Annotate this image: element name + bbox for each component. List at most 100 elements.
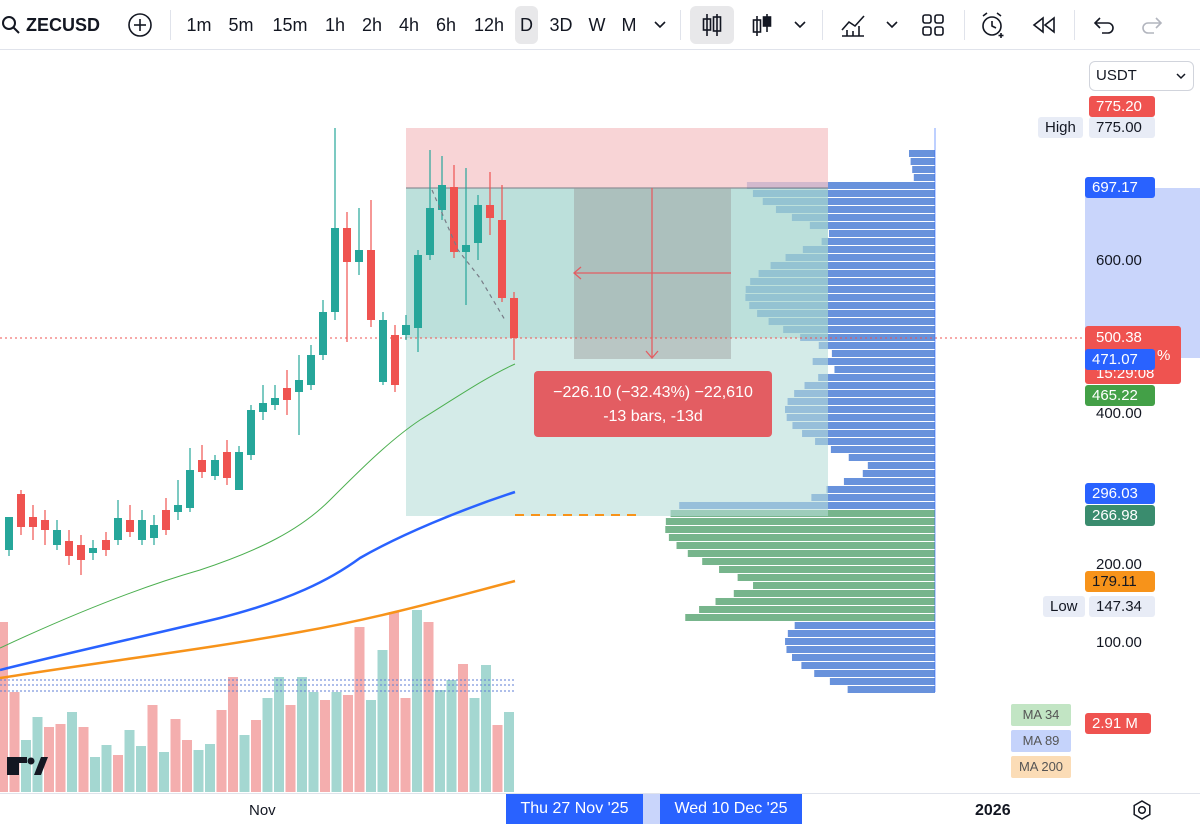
vp-row bbox=[821, 238, 935, 245]
interval-D[interactable]: D bbox=[515, 6, 538, 44]
currency-select[interactable]: USDT bbox=[1089, 61, 1194, 91]
chevron-down-icon[interactable] bbox=[648, 6, 672, 44]
volume-bar bbox=[101, 745, 112, 792]
ma200-badge[interactable]: MA 200 bbox=[1011, 756, 1071, 778]
vp-row bbox=[792, 422, 935, 429]
candle-body bbox=[295, 380, 303, 392]
measure-line1: −226.10 (−32.43%) −22,610 bbox=[553, 384, 753, 401]
bar-style-icon[interactable] bbox=[746, 6, 778, 44]
volume-bar bbox=[113, 755, 123, 792]
vp-row bbox=[762, 198, 935, 205]
vp-row bbox=[787, 398, 935, 405]
candle-body bbox=[402, 325, 410, 335]
interval-6h[interactable]: 6h bbox=[435, 14, 457, 35]
volume-bar bbox=[274, 677, 284, 792]
vp-row bbox=[702, 558, 935, 565]
candle-body bbox=[114, 518, 122, 540]
interval-15m[interactable]: 15m bbox=[272, 14, 308, 35]
undo-icon[interactable] bbox=[1088, 6, 1120, 44]
candle-body bbox=[198, 460, 206, 472]
candle-body bbox=[271, 398, 279, 405]
candle-body bbox=[438, 185, 446, 210]
redo-icon[interactable] bbox=[1136, 6, 1168, 44]
ma89-badge[interactable]: MA 89 bbox=[1011, 730, 1071, 752]
interval-1h[interactable]: 1h bbox=[324, 14, 346, 35]
measure-line2: -13 bars, -13d bbox=[603, 408, 703, 425]
candle-body bbox=[235, 452, 243, 490]
volume-bar bbox=[9, 692, 20, 792]
search-icon[interactable] bbox=[0, 6, 22, 44]
ma34-badge[interactable]: MA 34 bbox=[1011, 704, 1071, 726]
vp-row bbox=[815, 438, 935, 445]
add-symbol-icon[interactable] bbox=[124, 6, 156, 44]
interval-W[interactable]: W bbox=[588, 14, 606, 35]
low-value: 147.34 bbox=[1089, 596, 1155, 617]
interval-M[interactable]: M bbox=[621, 14, 637, 35]
candle-body bbox=[307, 355, 315, 385]
vp-row bbox=[812, 358, 935, 365]
volume-bar bbox=[78, 727, 89, 792]
interval-1m[interactable]: 1m bbox=[186, 14, 212, 35]
interval-4h[interactable]: 4h bbox=[398, 14, 420, 35]
layouts-icon[interactable] bbox=[916, 6, 950, 44]
candle-body bbox=[77, 545, 85, 560]
replay-icon[interactable] bbox=[1028, 6, 1060, 44]
volume-bar bbox=[0, 622, 8, 792]
volume-bar bbox=[170, 719, 181, 792]
volume-bar bbox=[262, 698, 273, 792]
candle-body bbox=[283, 388, 291, 400]
candles-icon[interactable] bbox=[690, 6, 734, 44]
interval-2h[interactable]: 2h bbox=[361, 14, 383, 35]
chevron-down-icon bbox=[1176, 73, 1186, 80]
vwap-label: 471.07 bbox=[1085, 349, 1155, 370]
vp-row bbox=[750, 278, 935, 285]
vp-row bbox=[785, 406, 935, 413]
interval-3D[interactable]: 3D bbox=[549, 14, 573, 35]
chevron-down-icon[interactable] bbox=[788, 6, 812, 44]
chevron-down-icon[interactable] bbox=[880, 6, 904, 44]
candle-body bbox=[259, 403, 267, 412]
time-axis-divider bbox=[0, 793, 1200, 794]
vp-row bbox=[665, 526, 935, 533]
vp-row bbox=[913, 174, 935, 181]
vp-row bbox=[757, 310, 935, 317]
candlesticks bbox=[5, 128, 518, 575]
candle-body bbox=[367, 250, 375, 320]
volume-bar bbox=[492, 725, 503, 792]
candle-body bbox=[450, 187, 458, 252]
vp-row bbox=[794, 390, 935, 397]
year-label: 2026 bbox=[975, 802, 1011, 819]
vp-row bbox=[786, 646, 935, 653]
symbol-name[interactable]: ZECUSD bbox=[26, 14, 101, 35]
stop-zone bbox=[406, 128, 828, 188]
volume-bar bbox=[377, 650, 388, 792]
settings-icon[interactable] bbox=[1133, 800, 1151, 820]
volume-bar bbox=[216, 710, 227, 792]
indicators-icon[interactable] bbox=[836, 6, 870, 44]
vp-row bbox=[746, 182, 935, 189]
ma89-line bbox=[0, 490, 516, 672]
vp-row bbox=[786, 414, 935, 421]
candle-body bbox=[426, 208, 434, 255]
volume-bar bbox=[124, 730, 135, 792]
candle-body bbox=[247, 410, 255, 455]
volume-bar bbox=[320, 700, 330, 792]
vp-row bbox=[749, 302, 935, 309]
ma89-price-label: 296.03 bbox=[1085, 483, 1155, 504]
candle-body bbox=[65, 541, 73, 556]
interval-5m[interactable]: 5m bbox=[228, 14, 254, 35]
vp-row bbox=[802, 246, 935, 253]
candle-body bbox=[17, 494, 25, 527]
volume-bar bbox=[504, 712, 514, 792]
interval-12h[interactable]: 12h bbox=[473, 14, 505, 35]
volume-bar bbox=[400, 698, 411, 792]
candle-body bbox=[343, 228, 351, 262]
alert-icon[interactable] bbox=[976, 6, 1010, 44]
candle-body bbox=[174, 505, 182, 512]
volume-bar bbox=[205, 744, 215, 792]
vp-row bbox=[830, 446, 935, 453]
volume-bar bbox=[366, 700, 376, 792]
volume-bar bbox=[343, 695, 353, 792]
